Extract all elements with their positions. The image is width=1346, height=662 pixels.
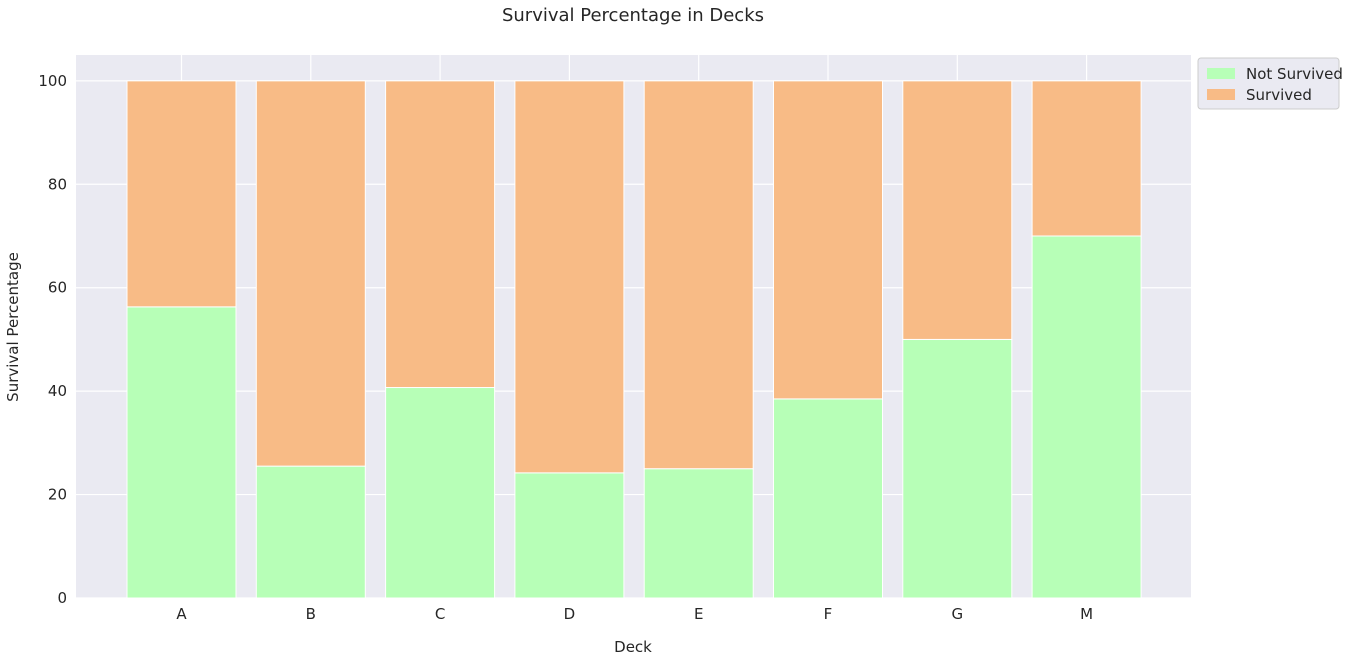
y-tick-label: 40 [48,382,67,400]
bar-m-not-survived [1031,235,1142,599]
plot-area [76,55,1191,598]
legend-swatch [1207,68,1235,79]
bar-f-not-survived [773,398,883,599]
legend-label: Not Survived [1246,65,1343,83]
legend-label: Survived [1246,86,1312,104]
y-axis-ticks: 0 20 40 60 80 100 [38,72,67,607]
x-axis-label: Deck [614,638,652,656]
y-tick-label: 0 [57,589,67,607]
bar-a-not-survived [126,306,237,599]
bar-d-not-survived [514,472,625,599]
y-tick-label: 20 [48,486,67,504]
bar-c-survived [385,80,496,389]
bar-b-survived [255,80,366,467]
bar-g-not-survived [902,338,1013,599]
y-tick-label: 80 [48,175,67,193]
x-tick-label: B [306,605,316,623]
x-tick-label: E [694,605,703,623]
bar-f-survived [773,80,883,400]
legend-swatch [1207,89,1235,100]
bar-e-not-survived [643,468,754,599]
x-tick-label: A [176,605,187,623]
y-axis-label: Survival Percentage [4,252,22,402]
y-tick-label: 60 [48,279,67,297]
x-tick-label: G [951,605,963,623]
legend: Not Survived Survived [1197,57,1343,110]
bar-a-survived [126,80,237,308]
bar-m-survived [1031,80,1142,237]
bar-b-not-survived [255,465,366,599]
x-tick-label: D [564,605,576,623]
bar-g-survived [902,80,1013,340]
y-tick-label: 100 [38,72,67,90]
x-tick-label: C [435,605,445,623]
bar-e-survived [643,80,754,470]
bar-d-survived [514,80,625,474]
x-tick-label: F [824,605,833,623]
bar-c-not-survived [385,387,496,599]
chart-title: Survival Percentage in Decks [502,5,764,26]
bars [126,80,1142,599]
x-tick-label: M [1080,605,1093,623]
